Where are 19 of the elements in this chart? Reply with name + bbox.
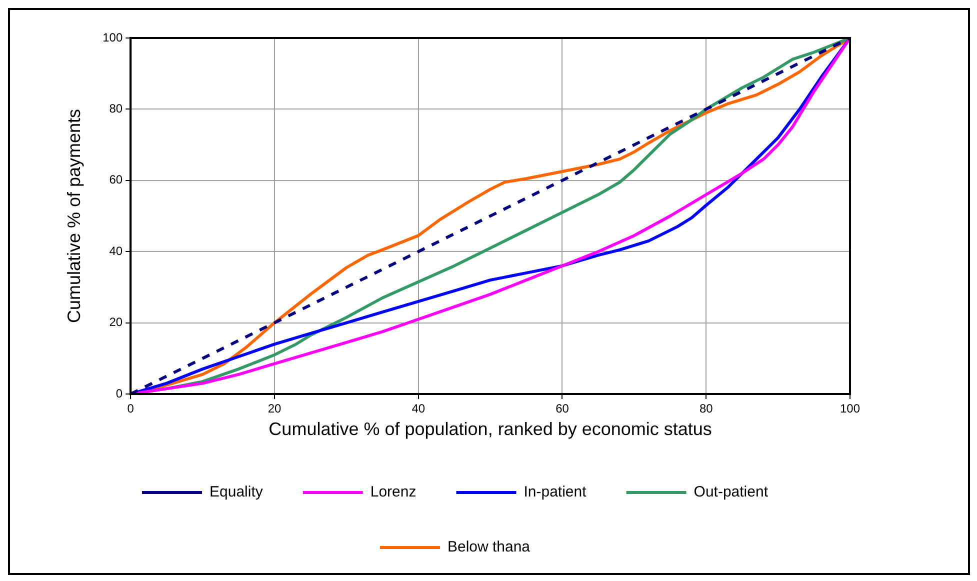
y-tick-label: 40	[109, 244, 123, 258]
legend-label: Below thana	[447, 538, 531, 556]
x-tick-label: 40	[412, 402, 426, 416]
y-tick-label: 0	[116, 386, 123, 400]
y-axis-title: Cumulative % of payments	[64, 108, 84, 324]
x-tick-label: 0	[127, 402, 134, 416]
x-tick-label: 20	[268, 402, 282, 416]
legend-label: Lorenz	[370, 484, 416, 501]
y-tick-label: 60	[109, 172, 123, 187]
legend-label: Equality	[210, 484, 264, 501]
y-tick-label: 20	[109, 315, 123, 330]
x-tick-label: 100	[840, 402, 860, 416]
y-tick-label: 80	[109, 102, 123, 116]
x-tick-label: 60	[556, 402, 570, 416]
y-tick-label: 100	[102, 30, 123, 44]
x-axis-title: Cumulative % of population, ranked by economic status	[268, 419, 712, 440]
legend-label: Out-patient	[694, 484, 769, 501]
x-tick-label: 80	[699, 402, 714, 416]
legend-label: In-patient	[524, 484, 588, 501]
